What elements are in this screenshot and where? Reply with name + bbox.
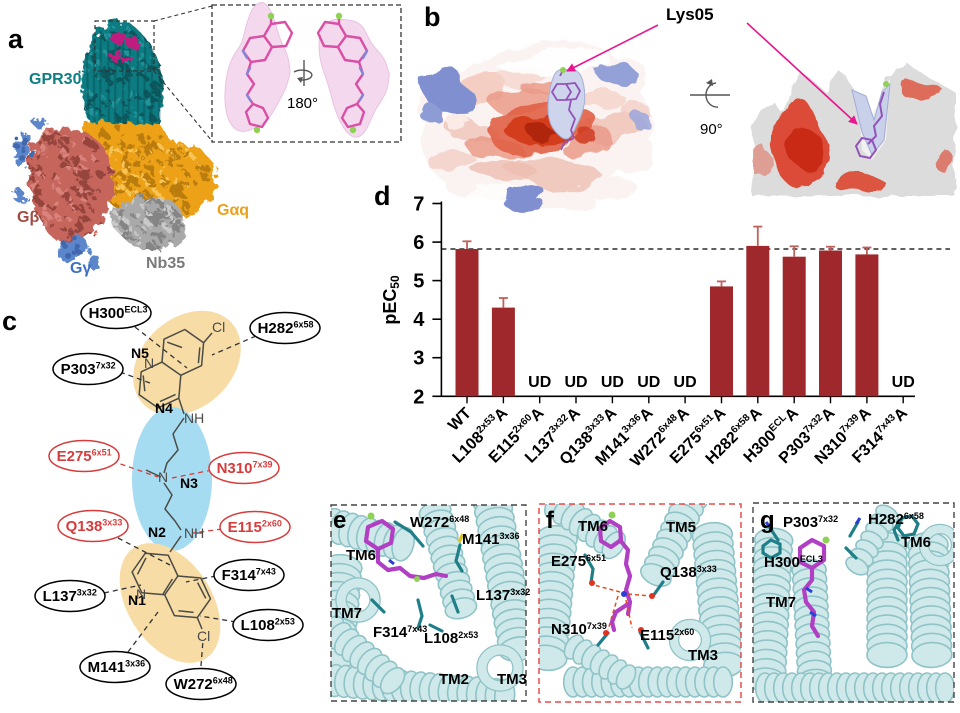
svg-text:NH: NH [184, 410, 204, 426]
svg-text:TM3: TM3 [688, 647, 718, 664]
svg-text:UD: UD [528, 374, 551, 391]
svg-text:b: b [424, 2, 441, 32]
svg-text:N: N [144, 355, 154, 371]
svg-text:5: 5 [413, 271, 424, 293]
svg-text:Gβ: Gβ [17, 209, 39, 226]
svg-text:Nb35: Nb35 [146, 255, 185, 272]
svg-text:3: 3 [413, 348, 424, 370]
svg-text:Gγ: Gγ [70, 260, 91, 277]
svg-text:N2: N2 [148, 524, 166, 540]
svg-text:4: 4 [413, 309, 425, 331]
svg-text:2: 2 [413, 386, 424, 408]
svg-text:6: 6 [413, 232, 424, 254]
svg-text:90°: 90° [700, 121, 723, 138]
svg-text:Cl: Cl [212, 319, 225, 335]
svg-text:UD: UD [892, 374, 915, 391]
svg-text:Cl: Cl [197, 628, 210, 644]
svg-text:TM3: TM3 [497, 671, 527, 688]
svg-text:N: N [136, 586, 146, 602]
svg-text:TM6: TM6 [578, 518, 608, 535]
svg-text:NH: NH [184, 525, 204, 541]
svg-text:7: 7 [413, 194, 424, 216]
svg-text:N: N [158, 469, 168, 485]
svg-text:TM7: TM7 [332, 605, 362, 622]
svg-text:TM6: TM6 [901, 534, 931, 551]
svg-text:UD: UD [564, 374, 587, 391]
svg-text:c: c [2, 306, 17, 336]
svg-text:UD: UD [674, 374, 697, 391]
svg-text:e: e [333, 507, 346, 534]
svg-text:GPR30: GPR30 [29, 71, 82, 88]
svg-text:Gαq: Gαq [217, 202, 249, 219]
svg-text:f: f [546, 507, 555, 534]
svg-text:Lys05: Lys05 [666, 5, 714, 24]
svg-text:TM7: TM7 [766, 594, 796, 611]
svg-text:N3: N3 [180, 475, 198, 491]
svg-text:TM5: TM5 [666, 519, 696, 536]
svg-text:TM2: TM2 [439, 671, 469, 688]
svg-text:180°: 180° [287, 95, 318, 112]
svg-text:a: a [8, 24, 24, 54]
svg-text:g: g [760, 507, 775, 534]
svg-text:N4: N4 [155, 400, 173, 416]
svg-text:UD: UD [601, 374, 624, 391]
svg-text:UD: UD [637, 374, 660, 391]
svg-text:d: d [374, 181, 391, 211]
svg-text:TM6: TM6 [346, 547, 376, 564]
